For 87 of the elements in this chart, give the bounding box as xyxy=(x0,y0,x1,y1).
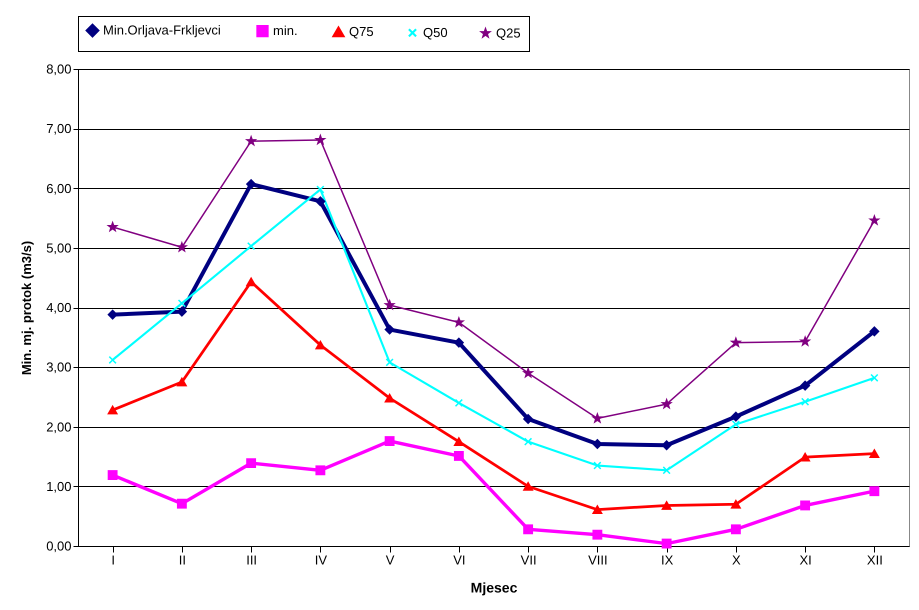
point xyxy=(523,482,534,491)
point xyxy=(177,242,187,252)
y-tick-label: 0,00 xyxy=(46,538,72,554)
point xyxy=(523,524,534,534)
point xyxy=(176,378,187,386)
y-tick-label: 6,00 xyxy=(46,180,72,196)
point xyxy=(593,461,602,470)
point xyxy=(524,438,532,446)
y-tick-label: 5,00 xyxy=(46,240,72,256)
y-tick-label: 4,00 xyxy=(46,300,72,315)
point xyxy=(384,300,394,310)
point xyxy=(592,439,602,449)
point xyxy=(592,530,602,540)
point xyxy=(454,317,464,327)
point xyxy=(316,185,324,194)
point xyxy=(869,326,880,336)
x-tick-label: VIII xyxy=(588,552,608,568)
point xyxy=(662,399,672,408)
legend-label: Min.Orljava-Frkljevci xyxy=(103,22,221,38)
point xyxy=(454,451,464,461)
point xyxy=(662,501,672,510)
point xyxy=(801,398,810,406)
point xyxy=(800,500,810,510)
legend-label: Q75 xyxy=(349,24,374,40)
point xyxy=(108,470,118,480)
x-tick-label: IV xyxy=(314,552,328,568)
point xyxy=(247,242,256,250)
point xyxy=(730,412,741,422)
point xyxy=(869,449,880,458)
x-tick-label: VI xyxy=(453,552,466,568)
point xyxy=(592,413,602,423)
point xyxy=(870,374,878,382)
point xyxy=(384,436,395,446)
point xyxy=(731,338,741,347)
point xyxy=(384,394,395,403)
point xyxy=(730,500,741,509)
point xyxy=(454,437,464,446)
point xyxy=(246,136,256,146)
point xyxy=(732,420,740,428)
y-tick-label: 2,00 xyxy=(46,419,72,434)
x-tick-label: III xyxy=(246,552,258,568)
point xyxy=(316,135,326,144)
x-tick-label: X xyxy=(732,552,742,568)
point xyxy=(246,179,256,190)
point xyxy=(730,524,741,534)
point xyxy=(523,368,533,378)
point xyxy=(662,466,671,474)
y-axis-title: Min. mj. protok (m3/s) xyxy=(19,240,34,376)
point xyxy=(870,216,880,225)
point xyxy=(454,338,464,348)
point xyxy=(592,505,602,514)
x-axis-title: Mjesec xyxy=(470,580,518,596)
x-tick-label: XI xyxy=(799,552,812,568)
point xyxy=(178,299,186,308)
x-tick-label: IX xyxy=(660,552,674,568)
point xyxy=(108,406,118,414)
point xyxy=(108,356,117,364)
y-tick-label: 7,00 xyxy=(46,121,72,136)
x-tick-label: II xyxy=(178,552,186,568)
point xyxy=(315,465,326,476)
x-tick-label: I xyxy=(111,552,115,568)
point xyxy=(523,414,534,424)
point xyxy=(108,222,118,232)
y-tick-label: 8,00 xyxy=(46,62,72,76)
legend-label: Q25 xyxy=(496,25,521,40)
x-tick-label: V xyxy=(386,552,395,568)
point xyxy=(662,538,672,549)
y-tick-label: 1,00 xyxy=(46,478,72,494)
point xyxy=(869,486,880,496)
point xyxy=(315,196,326,206)
x-tick-label: XII xyxy=(866,552,883,568)
point xyxy=(800,380,810,391)
x-tick-label: VII xyxy=(520,552,537,568)
y-tick-label: 3,00 xyxy=(46,360,72,375)
point xyxy=(662,440,672,450)
point xyxy=(800,336,810,346)
point xyxy=(176,498,187,509)
point xyxy=(246,277,256,286)
point xyxy=(315,340,326,350)
point xyxy=(454,398,463,407)
legend-label: min. xyxy=(273,23,298,38)
point xyxy=(384,324,395,334)
point xyxy=(246,458,256,468)
point xyxy=(176,306,187,317)
legend-label: Q50 xyxy=(423,24,448,40)
point xyxy=(386,358,394,366)
point xyxy=(800,452,810,462)
